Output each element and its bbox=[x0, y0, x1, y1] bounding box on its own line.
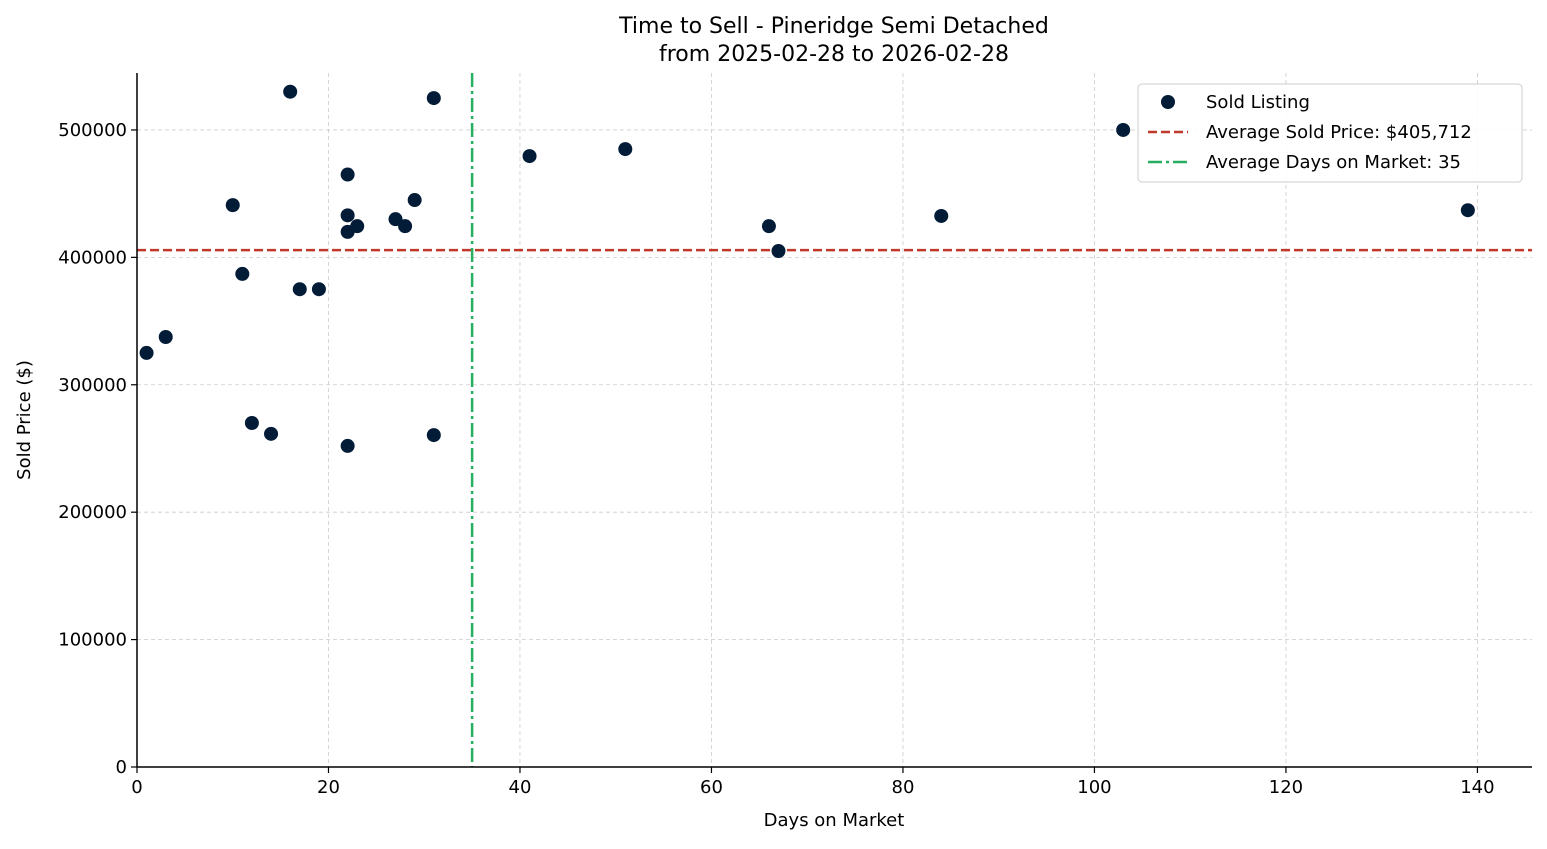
x-tick-label: 120 bbox=[1269, 777, 1303, 798]
data-point bbox=[426, 91, 441, 106]
data-point bbox=[244, 415, 259, 430]
data-point bbox=[311, 282, 326, 297]
y-tick-label: 400000 bbox=[58, 247, 127, 268]
data-point bbox=[340, 208, 355, 223]
data-point bbox=[388, 212, 403, 227]
data-point bbox=[340, 167, 355, 182]
data-point bbox=[761, 219, 776, 234]
legend-label-sold-listing: Sold Listing bbox=[1206, 92, 1310, 113]
y-tick-label: 300000 bbox=[58, 375, 127, 396]
data-point bbox=[398, 219, 413, 234]
data-points bbox=[139, 84, 1475, 453]
data-point bbox=[426, 428, 441, 443]
data-point bbox=[771, 243, 786, 258]
data-point bbox=[350, 219, 365, 234]
data-point bbox=[158, 329, 173, 344]
chart-subtitle: from 2025-02-28 to 2026-02-28 bbox=[659, 42, 1009, 67]
x-axis-label: Days on Market bbox=[764, 810, 905, 831]
reference-lines bbox=[137, 73, 1532, 767]
y-tick-label: 500000 bbox=[58, 120, 127, 141]
legend-label-avg-days: Average Days on Market: 35 bbox=[1206, 152, 1461, 173]
x-tick-label: 40 bbox=[509, 777, 532, 798]
chart-title: Time to Sell - Pineridge Semi Detached bbox=[618, 14, 1049, 39]
x-tick-label: 60 bbox=[700, 777, 723, 798]
legend: Sold Listing Average Sold Price: $405,71… bbox=[1137, 83, 1523, 183]
data-point bbox=[292, 282, 307, 297]
data-point bbox=[340, 438, 355, 453]
y-tick-label: 100000 bbox=[58, 630, 127, 651]
x-tick-label: 140 bbox=[1460, 777, 1494, 798]
data-point bbox=[1460, 203, 1475, 218]
data-point bbox=[139, 345, 154, 360]
x-tick-label: 0 bbox=[131, 777, 142, 798]
data-point bbox=[934, 208, 949, 223]
y-axis-label: Sold Price ($) bbox=[14, 360, 35, 480]
data-point bbox=[264, 426, 279, 441]
axes: 0 20 40 60 80 100 120 140 0 100000 200000 300000 400… bbox=[58, 73, 1532, 798]
data-point bbox=[407, 193, 422, 208]
x-tick-label: 80 bbox=[892, 777, 915, 798]
data-point bbox=[225, 198, 240, 213]
x-tick-label: 20 bbox=[317, 777, 340, 798]
data-point bbox=[1116, 122, 1131, 137]
data-point bbox=[283, 84, 298, 99]
data-point bbox=[522, 149, 537, 164]
legend-marker-sold-listing bbox=[1161, 95, 1175, 109]
y-tick-label: 200000 bbox=[58, 502, 127, 523]
x-tick-label: 100 bbox=[1077, 777, 1111, 798]
data-point bbox=[235, 266, 250, 281]
y-tick-label: 0 bbox=[116, 757, 127, 778]
data-point bbox=[618, 142, 633, 157]
legend-label-avg-price: Average Sold Price: $405,712 bbox=[1206, 122, 1472, 143]
